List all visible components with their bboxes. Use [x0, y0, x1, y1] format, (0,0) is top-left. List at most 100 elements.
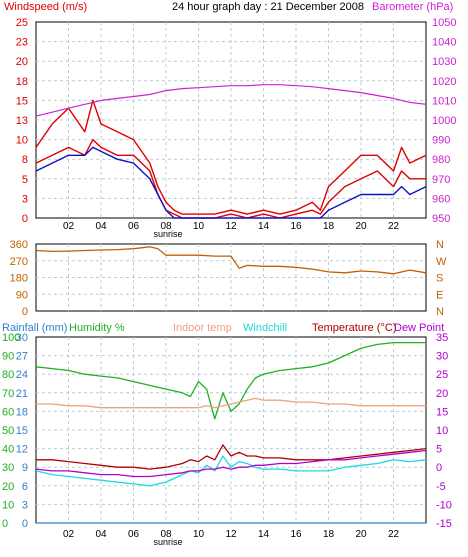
legend-entry: Windchill — [243, 322, 287, 334]
temperature-tick: 0 — [436, 462, 442, 474]
temperature-tick: 5 — [436, 444, 442, 456]
direction-tick: 270 — [10, 256, 28, 268]
direction-tick: 180 — [10, 273, 28, 285]
windspeed-tick: 10 — [16, 135, 28, 147]
temp-panel-x-tick: 16 — [290, 529, 302, 540]
windspeed-axis-title: Windspeed (m/s) — [4, 1, 87, 13]
series-direction-line — [35, 246, 427, 275]
legend-entry: Humidity % — [69, 322, 125, 334]
series-temperature-line — [36, 444, 427, 470]
wind-panel-x-tick: 22 — [388, 221, 400, 232]
series-dew-point-line — [35, 449, 427, 478]
temp-panel-x-tick: 02 — [63, 529, 75, 540]
wind-panel-x-tick: 12 — [225, 221, 237, 232]
barometer-tick: 1050 — [432, 17, 456, 29]
series-indoor-temp-line — [36, 397, 426, 409]
temperature-tick: 15 — [436, 406, 448, 418]
rainfall-tick: 30 — [16, 332, 28, 344]
direction-tick: 90 — [16, 289, 28, 301]
barometer-tick: 1010 — [432, 95, 456, 107]
windspeed-tick: 8 — [22, 154, 28, 166]
legend-entry: Dew Point — [394, 322, 444, 334]
legend-entry: Indoor temp — [173, 322, 232, 334]
temp-panel-x-tick: 14 — [258, 529, 270, 540]
temp-panel-sunrise-label: sunrise — [153, 537, 182, 547]
humidity-tick: 30 — [2, 462, 14, 474]
temp-panel-x-tick: 10 — [193, 529, 205, 540]
wind-panel-x-tick: 20 — [355, 221, 367, 232]
barometer-tick: 950 — [432, 213, 450, 225]
wind-panel-x-tick: 10 — [193, 221, 205, 232]
rainfall-tick: 0 — [22, 518, 28, 530]
direction-tick: 360 — [10, 239, 28, 251]
barometer-tick: 960 — [432, 193, 450, 205]
rainfall-tick: 18 — [16, 406, 28, 418]
rainfall-tick: 12 — [16, 444, 28, 456]
temperature-tick: -5 — [436, 481, 446, 493]
rainfall-tick: 27 — [16, 351, 28, 363]
rainfall-tick: 24 — [16, 369, 28, 381]
temperature-tick: 10 — [436, 425, 448, 437]
temp-panel-x-tick: 20 — [355, 529, 367, 540]
humidity-tick: 100 — [2, 332, 20, 344]
rainfall-tick: 9 — [22, 462, 28, 474]
wind-panel-sunrise-label: sunrise — [153, 229, 182, 239]
compass-label: N — [436, 239, 444, 251]
rainfall-tick: 6 — [22, 481, 28, 493]
series-barometer-line — [35, 84, 427, 117]
wind-panel-x-tick: 14 — [258, 221, 270, 232]
barometer-tick: 1000 — [432, 115, 456, 127]
temperature-tick: 25 — [436, 369, 448, 381]
wind-panel-x-tick: 02 — [63, 221, 75, 232]
series-average-line — [35, 146, 427, 219]
wind-panel-x-tick: 06 — [128, 221, 140, 232]
direction-tick: 0 — [22, 306, 28, 318]
humidity-tick: 80 — [2, 369, 14, 381]
rainfall-tick: 21 — [16, 388, 28, 400]
temp-panel-x-tick: 06 — [128, 529, 140, 540]
compass-label: E — [436, 289, 443, 301]
legend-entry: Temperature (°C) — [312, 322, 396, 334]
barometer-tick: 1020 — [432, 76, 456, 88]
temperature-tick: 30 — [436, 351, 448, 363]
temperature-tick: 35 — [436, 332, 448, 344]
humidity-tick: 70 — [2, 388, 14, 400]
series-windchill-line — [35, 455, 427, 487]
humidity-tick: 10 — [2, 499, 14, 511]
windspeed-tick: 5 — [22, 174, 28, 186]
temp-panel-x-tick: 04 — [95, 529, 107, 540]
temp-panel-x-tick: 08 — [160, 529, 172, 540]
barometer-tick: 980 — [432, 154, 450, 166]
wind-panel-x-tick: 16 — [290, 221, 302, 232]
humidity-tick: 50 — [2, 425, 14, 437]
compass-label: W — [436, 256, 447, 268]
rainfall-tick: 3 — [22, 499, 28, 511]
wind-panel-x-tick: 18 — [323, 221, 335, 232]
temperature-tick: 20 — [436, 388, 448, 400]
windspeed-tick: 20 — [16, 56, 28, 68]
series-humidity-line — [35, 341, 426, 420]
barometer-tick: 1040 — [432, 37, 456, 49]
humidity-tick: 60 — [2, 406, 14, 418]
windspeed-tick: 13 — [16, 115, 28, 127]
compass-label: S — [436, 273, 443, 285]
humidity-tick: 20 — [2, 481, 14, 493]
humidity-tick: 0 — [2, 518, 8, 530]
barometer-tick: 990 — [432, 135, 450, 147]
series-gust-line — [35, 99, 427, 215]
series-wind-line — [35, 138, 426, 219]
wind-panel-x-tick: 04 — [95, 221, 107, 232]
windspeed-tick: 0 — [22, 213, 28, 225]
wind-panel-x-tick: 08 — [160, 221, 172, 232]
windspeed-tick: 25 — [16, 17, 28, 29]
temp-panel-x-tick: 12 — [225, 529, 237, 540]
barometer-tick: 1030 — [432, 56, 456, 68]
humidity-tick: 40 — [2, 444, 14, 456]
graph-title: 24 hour graph day : 21 December 2008 — [172, 1, 364, 13]
temperature-tick: -15 — [436, 518, 452, 530]
humidity-tick: 90 — [2, 351, 14, 363]
barometer-axis-title: Barometer (hPa) — [372, 1, 453, 13]
windspeed-tick: 15 — [16, 95, 28, 107]
temp-panel-x-tick: 18 — [323, 529, 335, 540]
